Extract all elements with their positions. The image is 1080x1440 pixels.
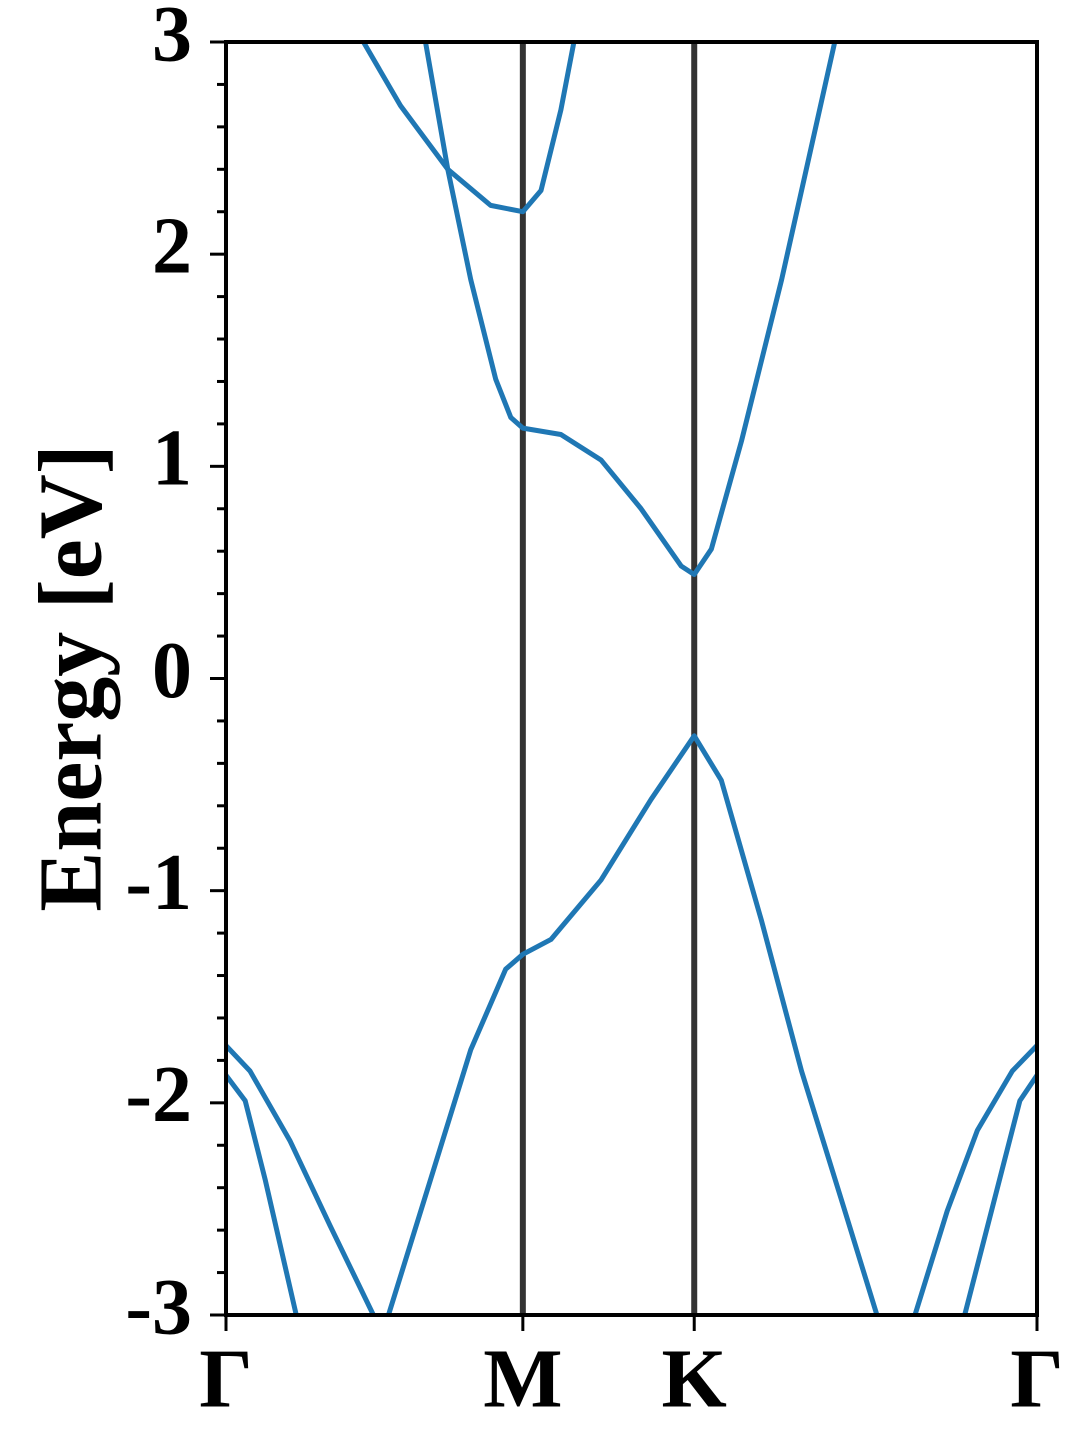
y-tick-label: 3 <box>152 0 192 78</box>
band-line <box>226 1043 376 1315</box>
y-axis-label: Energy [eV] <box>22 444 121 911</box>
band-line <box>912 1043 1037 1315</box>
y-tick-label: -3 <box>125 1263 192 1351</box>
x-tick-label: M <box>483 1332 562 1425</box>
band-line <box>962 1072 1037 1315</box>
y-tick-label: 1 <box>152 415 192 503</box>
y-tick-label: -2 <box>125 1051 192 1139</box>
plot-frame <box>224 40 1039 1317</box>
y-tick-label: -1 <box>125 839 192 927</box>
band-line <box>360 42 577 215</box>
x-tick-label: Γ <box>1010 1332 1063 1425</box>
band-line <box>385 733 880 1315</box>
y-tick-label: 0 <box>152 627 192 715</box>
x-tick-label: K <box>662 1332 727 1425</box>
band-line <box>226 1072 299 1315</box>
band-line <box>422 42 838 578</box>
y-tick-label: 2 <box>152 203 192 291</box>
x-tick-label: Γ <box>199 1332 252 1425</box>
bands <box>226 42 1037 1315</box>
